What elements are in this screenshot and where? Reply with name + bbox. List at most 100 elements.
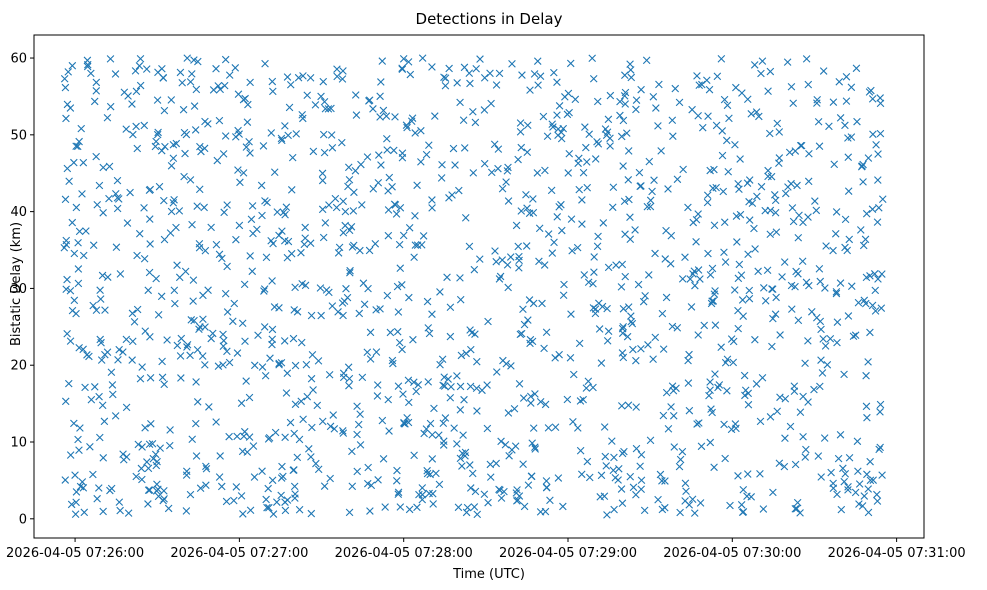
data-point-x-marker (463, 503, 472, 512)
data-point-x-marker (529, 299, 538, 308)
data-point-x-marker (844, 486, 852, 494)
data-point-x-marker (501, 440, 510, 449)
data-point-x-marker (669, 386, 678, 395)
data-point-x-marker (286, 80, 295, 89)
data-point-x-marker (78, 478, 87, 486)
data-point-x-marker (519, 305, 527, 314)
data-point-x-marker (63, 100, 72, 109)
data-point-x-marker (732, 212, 741, 220)
data-point-x-marker (853, 117, 861, 126)
data-point-x-marker (833, 490, 841, 499)
data-point-x-marker (72, 498, 80, 507)
data-point-x-marker (393, 466, 401, 475)
data-point-x-marker (240, 280, 249, 289)
x-axis: 2026-04-05 07:26:00 2026-04-05 07:27:00 20… (6, 538, 966, 561)
data-point-x-marker (455, 186, 463, 195)
data-point-x-marker (869, 476, 877, 484)
data-point-x-marker (733, 238, 741, 246)
data-point-x-marker (123, 219, 132, 227)
data-point-x-marker (230, 496, 238, 505)
data-point-x-marker (814, 117, 823, 126)
data-point-x-marker (802, 55, 811, 63)
data-point-x-marker (492, 368, 501, 376)
data-point-x-marker (524, 481, 533, 489)
data-point-x-marker (287, 249, 296, 258)
data-point-x-marker (719, 187, 728, 196)
data-point-x-marker (590, 253, 598, 261)
data-point-x-marker (411, 129, 419, 137)
data-point-x-marker (623, 332, 632, 341)
data-point-x-marker (413, 503, 421, 512)
data-point-x-marker (441, 414, 450, 422)
data-point-x-marker (471, 118, 480, 127)
data-point-x-marker (755, 112, 763, 121)
data-point-x-marker (667, 403, 675, 411)
data-point-x-marker (722, 136, 731, 145)
data-point-x-marker (89, 241, 98, 249)
data-point-x-marker (781, 434, 789, 442)
data-point-x-marker (645, 157, 654, 166)
data-point-x-marker (747, 493, 756, 501)
data-point-x-marker (805, 149, 813, 158)
data-point-x-marker (141, 424, 149, 432)
data-point-x-marker (569, 370, 578, 379)
data-point-x-marker (832, 208, 841, 216)
data-point-x-marker (707, 405, 715, 413)
data-point-x-marker (818, 369, 827, 377)
data-point-x-marker (796, 509, 804, 517)
data-point-x-marker (96, 286, 104, 294)
data-point-x-marker (458, 462, 466, 470)
data-point-x-marker (626, 213, 634, 222)
data-point-x-marker (830, 160, 839, 169)
data-point-x-marker (542, 328, 551, 337)
data-point-x-marker (450, 424, 458, 432)
data-point-x-marker (636, 462, 644, 471)
data-point-x-marker (94, 484, 103, 492)
data-point-x-marker (113, 204, 122, 213)
data-point-x-marker (504, 283, 512, 292)
data-point-x-marker (508, 60, 516, 68)
data-point-x-marker (783, 58, 792, 66)
data-point-x-marker (135, 229, 144, 238)
data-point-x-marker (706, 166, 714, 175)
data-point-x-marker (258, 363, 267, 371)
data-point-x-marker (810, 385, 818, 394)
data-point-x-marker (141, 327, 150, 335)
data-point-x-marker (406, 70, 415, 79)
x-tick-label: 2026-04-05 07:31:00 (828, 546, 966, 561)
data-point-x-marker (619, 304, 628, 313)
data-point-x-marker (624, 176, 633, 184)
data-point-x-marker (621, 71, 629, 79)
data-point-x-marker (871, 307, 880, 315)
data-point-x-marker (146, 240, 154, 248)
data-point-x-marker (765, 129, 774, 138)
data-point-x-marker (599, 219, 608, 227)
data-point-x-marker (833, 338, 841, 347)
data-point-x-marker (538, 299, 546, 308)
data-point-x-marker (861, 299, 870, 308)
data-point-x-marker (745, 176, 754, 184)
data-point-x-marker (766, 230, 775, 239)
data-point-x-marker (780, 462, 789, 471)
data-point-x-marker (133, 305, 142, 314)
data-point-x-marker (678, 275, 687, 283)
data-point-x-marker (297, 248, 305, 257)
data-point-x-marker (618, 499, 627, 508)
data-point-x-marker (270, 303, 279, 311)
data-point-x-marker (214, 82, 223, 90)
data-point-x-marker (105, 194, 113, 203)
data-point-x-marker (133, 251, 141, 260)
data-point-x-marker (505, 452, 513, 460)
data-point-x-marker (219, 342, 228, 350)
data-point-x-marker (215, 116, 224, 125)
data-point-x-marker (144, 486, 153, 494)
data-point-x-marker (858, 502, 867, 510)
data-point-x-marker (582, 143, 590, 152)
data-point-x-marker (250, 473, 259, 481)
data-point-x-marker (788, 204, 797, 212)
data-point-x-marker (874, 176, 882, 184)
data-point-x-marker (148, 439, 157, 448)
data-point-x-marker (758, 373, 767, 382)
data-point-x-marker (145, 440, 154, 449)
data-point-x-marker (637, 344, 645, 353)
